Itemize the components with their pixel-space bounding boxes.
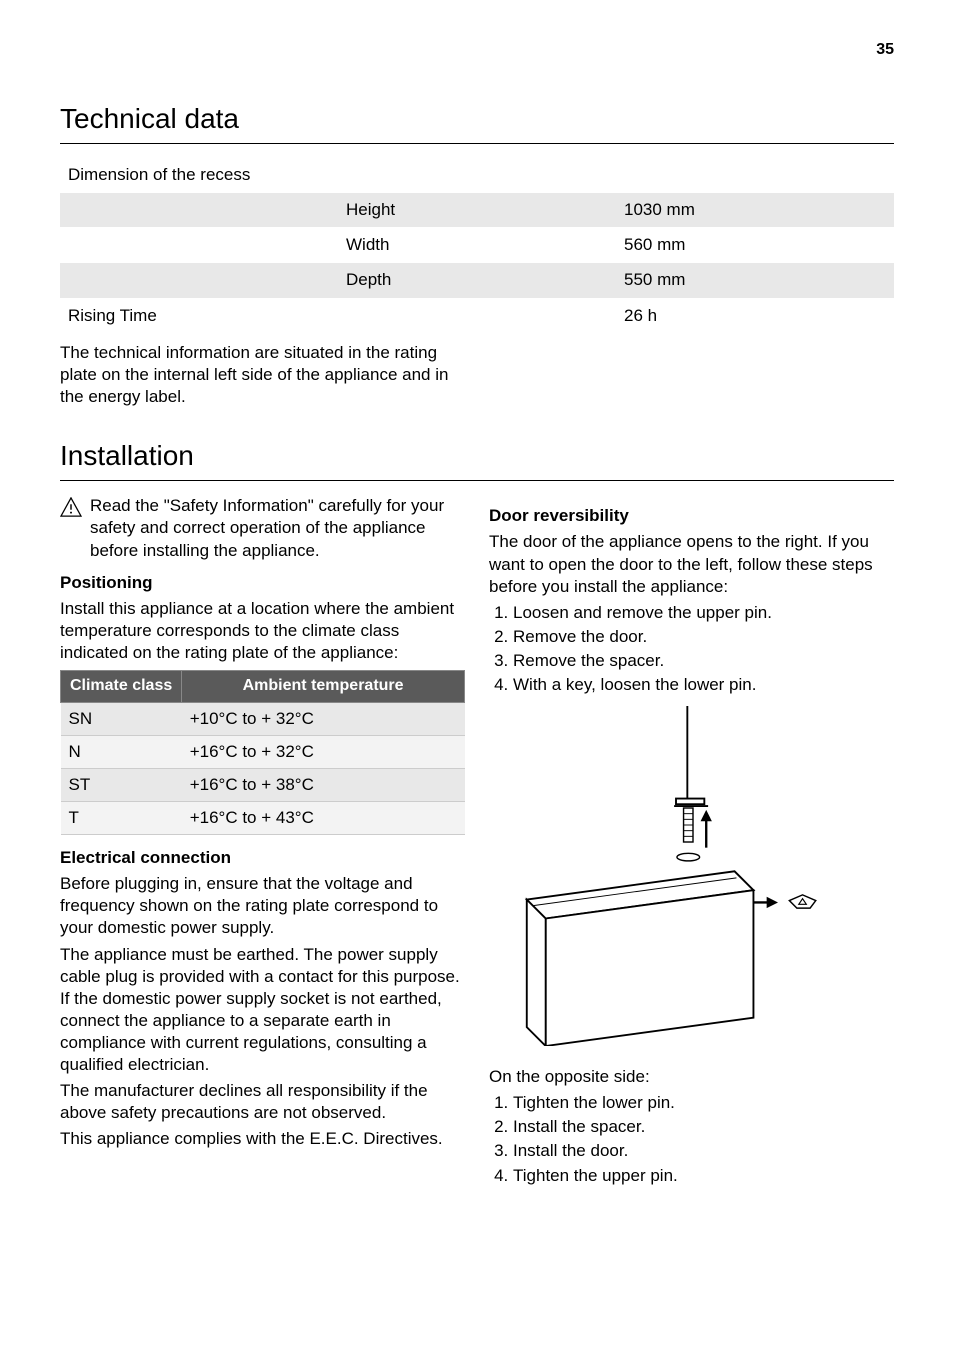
table-row: Width 560 mm [60, 228, 894, 263]
cell: 550 mm [616, 263, 894, 298]
positioning-intro: Install this appliance at a location whe… [60, 598, 465, 664]
electrical-heading: Electrical connection [60, 847, 465, 869]
list-item: With a key, loosen the lower pin. [513, 674, 894, 696]
table-row: Dimension of the recess [60, 158, 894, 193]
table-row: SN +10°C to + 32°C [61, 702, 465, 735]
technical-data-table: Dimension of the recess Height 1030 mm W… [60, 158, 894, 333]
technical-note: The technical information are situated i… [60, 342, 460, 408]
table-row: Rising Time 26 h [60, 298, 894, 333]
cell: Rising Time [60, 298, 338, 333]
cell: +10°C to + 32°C [182, 702, 465, 735]
right-column: Door reversibility The door of the appli… [489, 495, 894, 1196]
positioning-heading: Positioning [60, 572, 465, 594]
cell: Depth [338, 263, 616, 298]
warning-box: Read the "Safety Information" carefully … [60, 495, 465, 561]
electrical-p1: Before plugging in, ensure that the volt… [60, 873, 465, 939]
installation-heading: Installation [60, 438, 894, 481]
page-number: 35 [60, 40, 894, 61]
cell: SN [61, 702, 182, 735]
left-column: Read the "Safety Information" carefully … [60, 495, 465, 1196]
list-item: Tighten the upper pin. [513, 1165, 894, 1187]
table-header-row: Climate class Ambient temperature [61, 670, 465, 702]
cell: Height [338, 193, 616, 228]
opposite-label: On the opposite side: [489, 1066, 894, 1088]
electrical-p4: This appliance complies with the E.E.C. … [60, 1128, 465, 1150]
cell: +16°C to + 32°C [182, 735, 465, 768]
electrical-p2: The appliance must be earthed. The power… [60, 944, 465, 1077]
cell [338, 298, 616, 333]
table-row: N +16°C to + 32°C [61, 735, 465, 768]
list-item: Tighten the lower pin. [513, 1092, 894, 1114]
table-row: ST +16°C to + 38°C [61, 768, 465, 801]
door-diagram [489, 706, 894, 1052]
electrical-p3: The manufacturer declines all responsibi… [60, 1080, 465, 1124]
warning-text: Read the "Safety Information" carefully … [90, 495, 465, 561]
cell [60, 263, 338, 298]
cell: +16°C to + 38°C [182, 768, 465, 801]
cell [338, 158, 616, 193]
door-steps-a: Loosen and remove the upper pin. Remove … [489, 602, 894, 696]
cell [60, 228, 338, 263]
table-row: Height 1030 mm [60, 193, 894, 228]
table-row: Depth 550 mm [60, 263, 894, 298]
cell [60, 193, 338, 228]
cell: 560 mm [616, 228, 894, 263]
list-item: Install the spacer. [513, 1116, 894, 1138]
list-item: Remove the door. [513, 626, 894, 648]
door-intro: The door of the appliance opens to the r… [489, 531, 894, 597]
technical-data-heading: Technical data [60, 101, 894, 144]
list-item: Remove the spacer. [513, 650, 894, 672]
cell: +16°C to + 43°C [182, 802, 465, 835]
cell: ST [61, 768, 182, 801]
door-steps-b: Tighten the lower pin. Install the space… [489, 1092, 894, 1186]
list-item: Loosen and remove the upper pin. [513, 602, 894, 624]
table-row: T +16°C to + 43°C [61, 802, 465, 835]
col-header: Climate class [61, 670, 182, 702]
climate-table: Climate class Ambient temperature SN +10… [60, 670, 465, 835]
cell: Width [338, 228, 616, 263]
door-heading: Door reversibility [489, 505, 894, 527]
list-item: Install the door. [513, 1140, 894, 1162]
col-header: Ambient temperature [182, 670, 465, 702]
warning-icon [60, 497, 82, 517]
cell: T [61, 802, 182, 835]
cell: 26 h [616, 298, 894, 333]
cell [616, 158, 894, 193]
cell: N [61, 735, 182, 768]
cell: Dimension of the recess [60, 158, 338, 193]
cell: 1030 mm [616, 193, 894, 228]
